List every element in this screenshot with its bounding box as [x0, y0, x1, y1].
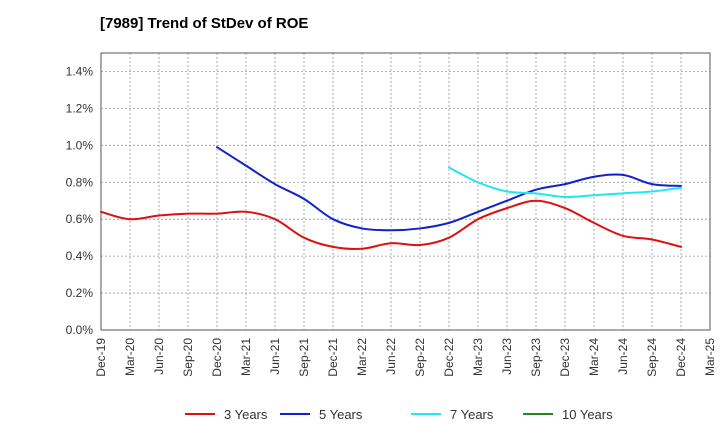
y-tick-label: 0.2% [66, 286, 94, 300]
x-tick-label: Sep-23 [529, 338, 543, 377]
x-tick-label: Mar-20 [123, 338, 137, 376]
x-tick-label: Jun-20 [152, 338, 166, 375]
x-tick-label: Mar-22 [355, 338, 369, 376]
y-axis: 0.0% 0.2% 0.4% 0.6% 0.8% 1.0% 1.2% 1.4% [66, 64, 94, 337]
x-tick-label: Jun-21 [268, 338, 282, 375]
x-tick-label: Sep-20 [181, 338, 195, 377]
series-line-7-years [448, 166, 682, 199]
x-tick-label: Mar-23 [471, 338, 485, 376]
legend-label: 5 Years [319, 407, 363, 422]
x-tick-label: Dec-21 [326, 338, 340, 377]
y-tick-label: 1.0% [66, 138, 94, 152]
legend-label: 10 Years [562, 407, 613, 422]
x-tick-label: Dec-24 [674, 338, 688, 377]
x-tick-label: Jun-23 [500, 338, 514, 375]
y-tick-label: 0.4% [66, 249, 94, 263]
legend-label: 7 Years [450, 407, 494, 422]
x-tick-label: Dec-22 [442, 338, 456, 377]
x-tick-label: Mar-21 [239, 338, 253, 376]
legend: 3 Years 5 Years 7 Years 10 Years [185, 407, 613, 422]
x-tick-label: Sep-21 [297, 338, 311, 377]
x-tick-label: Mar-25 [703, 338, 717, 376]
series-line-3-years [100, 199, 682, 250]
grid [101, 53, 710, 330]
y-tick-label: 1.2% [66, 101, 94, 115]
plot-area [100, 52, 711, 331]
y-tick-label: 0.6% [66, 212, 94, 226]
x-tick-label: Dec-20 [210, 338, 224, 377]
series-lines [100, 146, 682, 250]
chart-title: [7989] Trend of StDev of ROE [100, 15, 308, 32]
x-tick-label: Jun-22 [384, 338, 398, 375]
x-tick-label: Sep-22 [413, 338, 427, 377]
y-tick-label: 0.0% [66, 323, 94, 337]
legend-label: 3 Years [224, 407, 268, 422]
series-line-5-years [216, 146, 682, 232]
x-tick-label: Dec-23 [558, 338, 572, 377]
x-tick-label: Dec-19 [94, 338, 108, 377]
y-tick-label: 1.4% [66, 64, 94, 78]
x-tick-label: Sep-24 [645, 338, 659, 377]
x-axis: Dec-19 Mar-20 Jun-20 Sep-20 Dec-20 Mar-21 Jun-… [94, 338, 717, 377]
x-tick-label: Jun-24 [616, 338, 630, 375]
y-tick-label: 0.8% [66, 175, 94, 189]
x-tick-label: Mar-24 [587, 338, 601, 376]
